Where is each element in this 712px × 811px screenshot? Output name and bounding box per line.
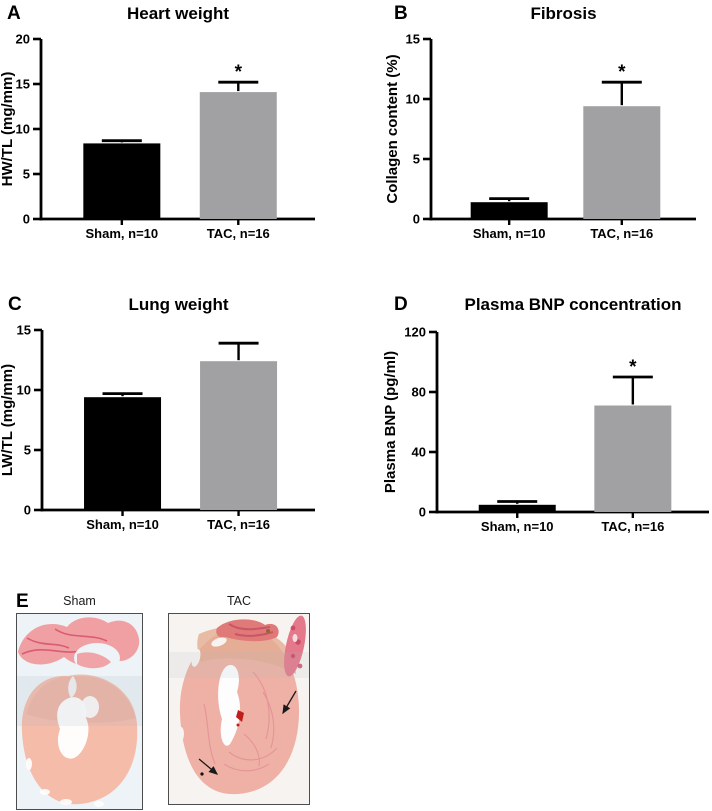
histology-label-tac: TAC — [226, 594, 252, 608]
chart-title: Fibrosis — [530, 4, 596, 23]
panel-d-chart: D Plasma BNP concentration Plasma BNP (pg/… — [382, 294, 709, 534]
y-axis-label: Collagen content (%) — [384, 54, 401, 203]
fibrosis-arrows — [198, 690, 297, 775]
fibrosis-arrow-upper — [282, 690, 297, 715]
tac-heart-section — [169, 614, 309, 804]
sham-scan-band — [17, 676, 142, 726]
x-category-label: TAC, n=16 — [207, 226, 270, 241]
y-tick-label: 80 — [412, 385, 426, 400]
tac-aorta-piece — [284, 615, 306, 677]
x-category-label: Sham, n=10 — [473, 226, 546, 241]
histology-label-sham: Sham — [63, 594, 96, 608]
y-tick-label: 0 — [23, 212, 30, 227]
sham-heart-section — [17, 614, 142, 809]
y-tick-label: 15 — [406, 32, 420, 47]
x-category-label: TAC, n=16 — [601, 519, 664, 534]
histology-image-tac — [168, 613, 310, 805]
panel-letter-e: E — [16, 591, 29, 612]
panel-letter: A — [7, 3, 21, 24]
panel-letter: C — [8, 294, 22, 315]
y-axis-label: Plasma BNP (pg/ml) — [382, 351, 399, 493]
y-tick-label: 20 — [16, 32, 30, 47]
x-category-label: Sham, n=10 — [86, 226, 159, 241]
y-tick-label: 5 — [413, 152, 420, 167]
tac-red-lesion — [236, 710, 244, 727]
fibrosis-arrow-lower — [198, 758, 218, 775]
significance-asterisk: * — [629, 357, 637, 378]
tac-edge-slits — [178, 637, 227, 741]
panel-letter: D — [394, 294, 408, 315]
x-category-label: Sham, n=10 — [481, 519, 554, 534]
y-tick-label: 120 — [404, 325, 426, 340]
x-category-label: Sham, n=10 — [86, 517, 159, 532]
y-axis-label: LW/TL (mg/mm) — [0, 364, 16, 476]
chart-title: Heart weight — [127, 4, 229, 23]
bar-sham — [83, 143, 161, 219]
panel-letter: B — [394, 3, 408, 24]
bar-sham — [470, 202, 548, 219]
chart-title: Plasma BNP concentration — [465, 295, 682, 314]
y-tick-label: 0 — [24, 503, 31, 518]
panel-a-chart: A Heart weight HW/TL (mg/mm) 0 5 10 15 20 Sham, … — [0, 3, 315, 241]
sham-atria-tissue — [18, 617, 140, 673]
y-tick-label: 40 — [412, 445, 426, 460]
y-tick-label: 10 — [16, 122, 30, 137]
y-axis-label: HW/TL (mg/mm) — [0, 72, 16, 187]
panel-c-chart: C Lung weight LW/TL (mg/mm) 0 5 10 15 Sham, n=1… — [0, 294, 315, 532]
panel-b-chart: B Fibrosis Collagen content (%) 0 5 10 15 Sham,… — [384, 3, 696, 241]
y-tick-label: 10 — [17, 383, 31, 398]
y-tick-label: 15 — [17, 323, 31, 338]
significance-asterisk: * — [618, 62, 626, 83]
bar-tac — [583, 106, 661, 219]
y-tick-label: 0 — [419, 505, 426, 520]
sham-edge-notches — [26, 758, 104, 807]
panel-e-histology: E Sham TAC — [0, 588, 356, 811]
significance-asterisk: * — [235, 62, 243, 83]
y-tick-label: 5 — [24, 443, 31, 458]
histology-image-sham — [16, 613, 143, 810]
bar-sham — [84, 397, 162, 510]
bar-tac — [200, 361, 278, 510]
tac-fibrosis-streaks — [203, 671, 278, 772]
tac-atria-tissue — [216, 619, 279, 642]
bar-sham — [478, 504, 556, 512]
tac-marker-dot — [200, 772, 204, 776]
chart-title: Lung weight — [128, 295, 228, 314]
bar-tac — [199, 92, 277, 219]
y-tick-label: 15 — [16, 77, 30, 92]
x-category-label: TAC, n=16 — [590, 226, 653, 241]
tac-scan-band — [169, 652, 309, 678]
y-tick-label: 0 — [413, 212, 420, 227]
sham-ventricle-cavity — [57, 676, 99, 759]
bar-tac — [594, 405, 672, 512]
y-tick-label: 5 — [23, 167, 30, 182]
x-category-label: TAC, n=16 — [207, 517, 270, 532]
y-tick-label: 10 — [406, 92, 420, 107]
tac-ventricle-cavity — [218, 665, 241, 746]
